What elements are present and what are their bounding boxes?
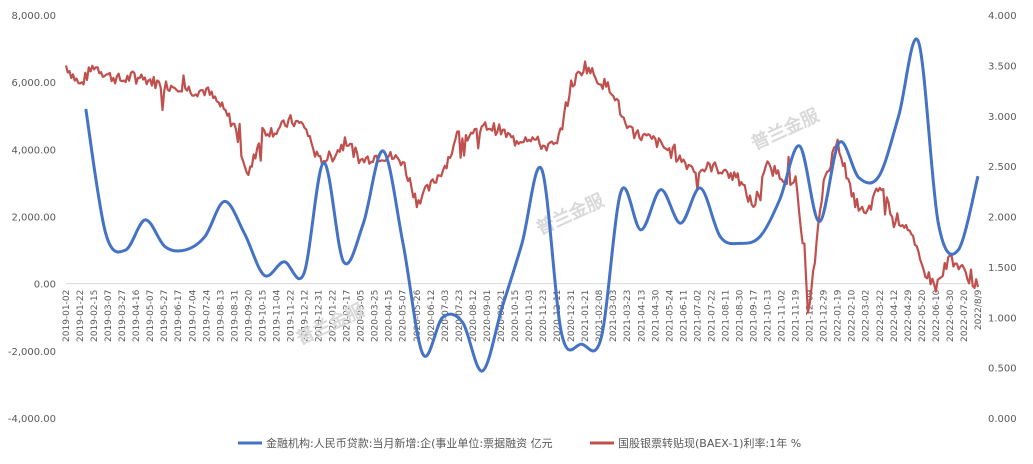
- x-tick-label: 2021-02-08: [595, 289, 605, 342]
- x-tick-label: 2022-04-12: [890, 290, 900, 342]
- x-tick-label: 2022-05-20: [918, 289, 928, 342]
- x-axis: 2019-01-02 2019-01-22 2019-02-15 2019-03-07…: [62, 289, 984, 342]
- x-tick-label: 2021-05-24: [665, 289, 675, 342]
- x-tick-label: 2021-03-23: [623, 290, 633, 342]
- right-axis: 4.000 3.500 3.000 2.500 2.000 1.500 1.000 0.500…: [988, 11, 1017, 425]
- right-tick-label: 1.500: [988, 263, 1017, 274]
- x-tick-label: 2021-07-22: [707, 290, 717, 342]
- x-tick-label: 2019-02-15: [90, 290, 100, 342]
- x-tick-label: 2019-07-04: [188, 289, 198, 342]
- x-tick-label: 2021-07-02: [693, 290, 703, 342]
- watermark-text: 普兰金服: [533, 189, 608, 240]
- watermark-text: 普兰金服: [748, 104, 823, 155]
- left-tick-label: 2,000.00: [11, 213, 56, 224]
- x-tick-label: 2021-04-13: [637, 290, 647, 342]
- x-tick-label: 2020-03-05: [357, 290, 367, 342]
- x-tick-label: 2020-01-22: [329, 290, 339, 342]
- left-tick-label: 0.00: [34, 280, 56, 291]
- right-tick-label: 2.000: [988, 213, 1017, 224]
- x-tick-label: 2022-06-30: [946, 289, 956, 342]
- x-tick-label: 2020-07-23: [455, 290, 465, 342]
- x-tick-label: 2020-10-15: [511, 290, 521, 342]
- x-tick-label: 2020-03-25: [371, 290, 381, 342]
- x-tick-label: 2022-03-02: [862, 290, 872, 342]
- left-tick-label: -4,000.00: [8, 414, 56, 425]
- x-tick-label: 2019-10-15: [258, 290, 268, 342]
- x-tick-label: 2019-09-20: [244, 289, 254, 342]
- x-tick-label: 2022-07-20: [960, 289, 970, 342]
- x-tick-label: 2020-05-26: [413, 289, 423, 342]
- x-tick-label: 2019-12-31: [315, 290, 325, 342]
- x-tick-label: 2021-11-02: [778, 290, 788, 342]
- left-axis: 8,000.00 6,000.00 4,000.00 2,000.00 0.00 -2,0…: [8, 11, 56, 425]
- x-tick-label: 2022-04-29: [904, 289, 914, 342]
- x-tick-label: 2019-12-12: [301, 290, 311, 342]
- x-tick-label: 2019-03-27: [118, 290, 128, 342]
- x-tick-label: 2022-02-10: [848, 289, 858, 342]
- x-tick-label: 2020-11-23: [539, 290, 549, 342]
- x-tick-label: 2020-09-01: [483, 290, 493, 342]
- x-tick-label: 2019-06-17: [174, 290, 184, 342]
- right-tick-label: 3.500: [988, 61, 1017, 72]
- x-tick-label: 2022-01-19: [834, 289, 844, 342]
- x-tick-label: 2021-12-29: [820, 289, 830, 342]
- x-tick-label: 2019-05-27: [160, 290, 170, 342]
- legend-label-rate: 国股银票转贴现(BAEX-1)利率:1年 %: [618, 436, 801, 450]
- right-tick-label: 2.500: [988, 162, 1017, 173]
- left-tick-label: 6,000.00: [11, 78, 56, 89]
- x-tick-label: 2021-11-19: [792, 289, 802, 342]
- x-tick-label: 2021-04-30: [651, 289, 661, 342]
- x-tick-label: 2020-04-15: [385, 290, 395, 342]
- x-tick-label: 2020-08-12: [469, 290, 479, 342]
- x-tick-label: 2021-12-09: [806, 289, 816, 342]
- x-tick-label: 2022-06-10: [932, 289, 942, 342]
- x-tick-label: 2019-07-24: [202, 289, 212, 342]
- legend-label-loan: 金融机构:人民币贷款:当月新增:企(事业单位:票据融资 亿元: [266, 436, 553, 450]
- left-tick-label: -2,000.00: [8, 347, 56, 358]
- right-tick-label: 0.000: [988, 414, 1017, 425]
- x-tick-label: 2019-08-31: [230, 290, 240, 342]
- x-tick-label: 2020-02-17: [343, 290, 353, 342]
- x-tick-label: 2019-11-22: [286, 290, 296, 342]
- x-tick-label: 2021-08-30: [735, 289, 745, 342]
- x-tick-label: 2021-09-17: [750, 290, 760, 342]
- loan-series-line: [84, 37, 980, 373]
- x-tick-label: 2020-12-31: [567, 290, 577, 342]
- x-tick-label: 2021-10-13: [764, 290, 774, 342]
- x-tick-label: 2019-03-07: [104, 290, 114, 342]
- x-tick-label: 2021-01-21: [581, 290, 591, 342]
- x-tick-label: 2022/8/9: [974, 289, 984, 330]
- rate-series-line: [64, 60, 980, 314]
- x-tick-label: 2019-01-22: [76, 290, 86, 342]
- x-tick-label: 2020-11-03: [525, 290, 535, 342]
- x-tick-label: 2019-01-02: [62, 290, 72, 342]
- x-tick-label: 2021-03-03: [609, 290, 619, 342]
- x-tick-label: 2021-06-11: [679, 290, 689, 342]
- left-tick-label: 8,000.00: [11, 11, 56, 22]
- left-tick-label: 4,000.00: [11, 145, 56, 156]
- x-tick-label: 2019-04-16: [132, 289, 142, 342]
- x-tick-label: 2019-05-07: [146, 290, 156, 342]
- x-tick-label: 2020-06-12: [427, 290, 437, 342]
- series-lines: [64, 37, 980, 373]
- x-tick-label: 2022-03-22: [876, 290, 886, 342]
- right-tick-label: 1.000: [988, 313, 1017, 324]
- right-tick-label: 4.000: [988, 11, 1017, 22]
- right-tick-label: 0.500: [988, 364, 1017, 375]
- x-tick-label: 2020-09-21: [497, 290, 507, 342]
- x-tick-label: 2020-05-07: [399, 290, 409, 342]
- right-tick-label: 3.000: [988, 112, 1017, 123]
- x-tick-label: 2019-11-04: [272, 289, 282, 342]
- x-tick-label: 2021-08-11: [721, 290, 731, 342]
- x-tick-label: 2019-08-13: [216, 290, 226, 342]
- legend: 金融机构:人民币贷款:当月新增:企(事业单位:票据融资 亿元 国股银票转贴现(BA…: [238, 436, 801, 450]
